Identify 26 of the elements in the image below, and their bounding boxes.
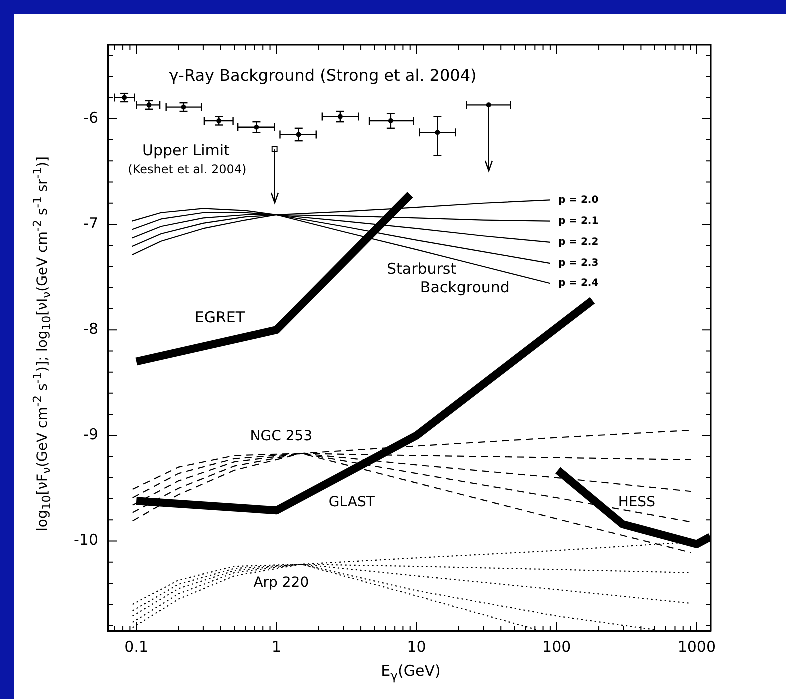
- x-axis-title: E$_{γ}$(GeV): [381, 662, 441, 683]
- series-label: p = 2.1: [558, 216, 599, 227]
- x-tick-label: 0.1: [124, 638, 149, 656]
- annotation: HESS: [618, 494, 656, 510]
- annotation: Background: [420, 278, 510, 297]
- x-tick-label: 1: [272, 638, 282, 656]
- y-tick-label: -10: [74, 531, 98, 550]
- x-tick-label: 100: [542, 638, 572, 656]
- y-tick-label: -8: [84, 320, 98, 338]
- series-label: p = 2.2: [558, 237, 599, 248]
- series-label: p = 2.4: [558, 278, 599, 290]
- y-tick-label: -9: [84, 426, 98, 444]
- series-label: p = 2.3: [558, 258, 599, 270]
- annotation: EGRET: [194, 308, 246, 327]
- annotation: γ-Ray Background (Strong et al. 2004): [169, 66, 477, 85]
- annotation: Starburst: [386, 260, 457, 278]
- x-tick-label: 1000: [678, 638, 716, 656]
- annotation: NGC 253: [250, 428, 313, 445]
- y-tick-label: -7: [84, 214, 98, 232]
- y-tick-label: -6: [84, 108, 98, 127]
- x-tick-label: 10: [407, 638, 426, 656]
- annotation: GLAST: [328, 494, 376, 510]
- annotation: Upper Limit: [142, 142, 230, 160]
- annotation: (Keshet et al. 2004): [128, 162, 247, 177]
- annotation: Arp 220: [254, 575, 310, 592]
- series-label: p = 2.0: [558, 194, 599, 206]
